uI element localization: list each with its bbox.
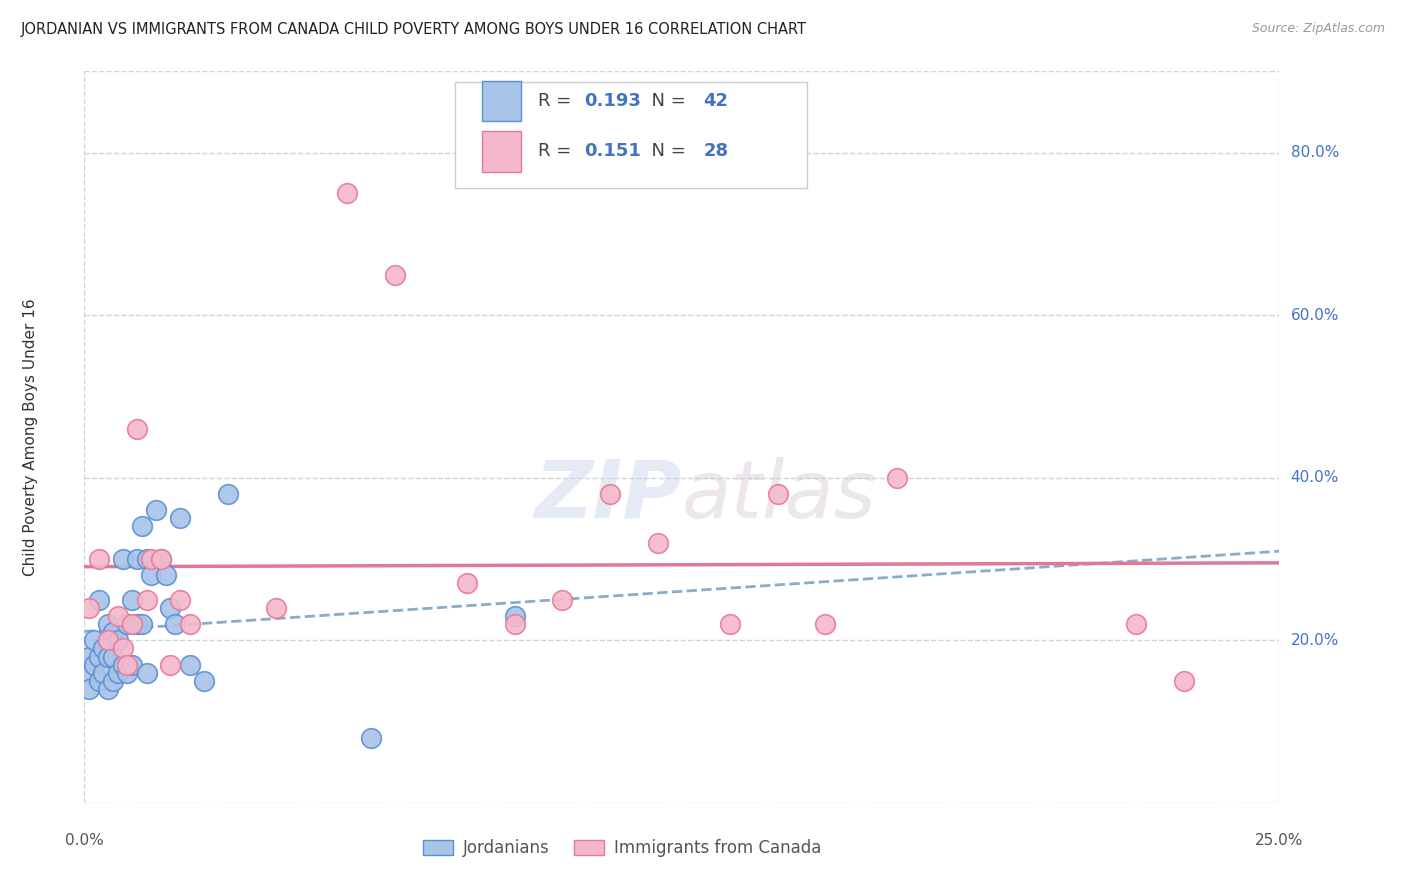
Point [165,617,187,632]
Point [101,625,124,640]
Text: 42: 42 [703,92,728,110]
Point [551,592,574,607]
Text: Source: ZipAtlas.com: Source: ZipAtlas.com [1251,22,1385,36]
Point [107,633,129,648]
Point [101,649,124,664]
Point [97,649,120,664]
Text: JORDANIAN VS IMMIGRANTS FROM CANADA CHILD POVERTY AMONG BOYS UNDER 16 CORRELATIO: JORDANIAN VS IMMIGRANTS FROM CANADA CHIL… [21,22,807,37]
Point [718,617,741,632]
Point [149,552,172,566]
Point [169,592,191,607]
Text: Child Poverty Among Boys Under 16: Child Poverty Among Boys Under 16 [22,298,38,576]
Text: 0.193: 0.193 [583,92,641,110]
Point [111,641,134,656]
Point [125,552,148,566]
Point [135,592,157,607]
Text: ZIP: ZIP [534,457,682,534]
Point [141,552,163,566]
Point [155,568,177,582]
Point [93,641,115,656]
Point [117,617,139,632]
Point [121,617,143,632]
Point [111,552,134,566]
Text: 60.0%: 60.0% [1291,308,1339,323]
Point [107,608,129,623]
Point [93,665,115,680]
FancyBboxPatch shape [482,131,520,171]
Point [159,600,181,615]
Legend: Jordanians, Immigrants from Canada: Jordanians, Immigrants from Canada [416,832,828,864]
Point [83,633,105,648]
Point [193,673,215,688]
Point [117,657,139,672]
Point [360,731,382,745]
Text: 25.0%: 25.0% [1256,833,1303,848]
Point [121,592,143,607]
Point [87,592,110,607]
Point [101,673,124,688]
Text: 20.0%: 20.0% [1291,632,1339,648]
Point [145,503,167,517]
Text: 28: 28 [703,143,728,161]
Point [121,657,143,672]
Point [384,268,406,282]
Point [77,665,100,680]
Point [886,471,908,485]
Point [111,657,134,672]
Text: 0.0%: 0.0% [65,833,104,848]
Point [336,186,359,201]
Point [814,617,837,632]
Point [766,487,789,501]
Point [87,552,110,566]
Point [87,673,110,688]
Point [647,535,669,549]
Point [97,617,120,632]
Text: N =: N = [640,143,692,161]
Text: 80.0%: 80.0% [1291,145,1339,161]
Text: atlas: atlas [682,457,877,534]
Point [97,633,120,648]
Point [135,552,157,566]
Point [131,617,153,632]
FancyBboxPatch shape [456,82,807,188]
Text: N =: N = [640,92,692,110]
Point [503,608,526,623]
Point [77,600,100,615]
Text: 40.0%: 40.0% [1291,470,1339,485]
Point [77,649,100,664]
FancyBboxPatch shape [482,81,520,121]
Point [107,665,129,680]
Point [179,617,201,632]
Point [217,487,239,501]
Point [169,511,191,525]
Point [264,600,287,615]
Text: R =: R = [538,92,578,110]
Point [117,665,139,680]
Point [125,617,148,632]
Point [97,681,120,696]
Text: 0.151: 0.151 [583,143,641,161]
Point [141,568,163,582]
Point [149,552,172,566]
Point [125,422,148,436]
Point [1173,673,1195,688]
Point [503,617,526,632]
Point [1125,617,1147,632]
Point [135,665,157,680]
Point [87,649,110,664]
Point [179,657,201,672]
Point [599,487,621,501]
Point [159,657,181,672]
Point [83,657,105,672]
Point [131,519,153,533]
Point [77,681,100,696]
Text: R =: R = [538,143,578,161]
Point [456,576,478,591]
